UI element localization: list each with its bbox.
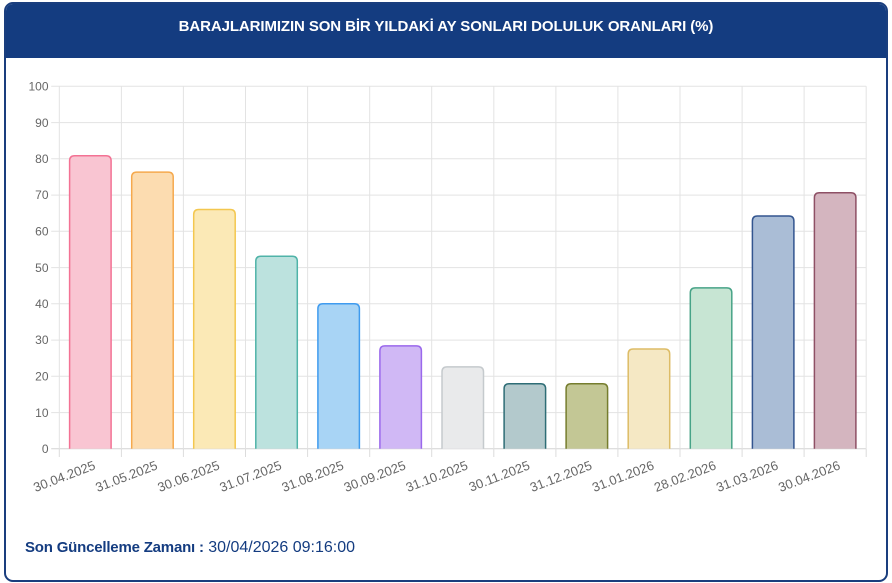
svg-text:30.06.2025: 30.06.2025 [155, 458, 221, 495]
svg-text:60: 60 [35, 225, 49, 239]
svg-text:20: 20 [35, 370, 49, 384]
svg-text:90: 90 [35, 116, 49, 130]
svg-text:31.01.2026: 31.01.2026 [590, 458, 656, 495]
svg-text:0: 0 [42, 442, 49, 456]
svg-text:31.08.2025: 31.08.2025 [280, 458, 346, 495]
svg-text:31.10.2025: 31.10.2025 [404, 458, 470, 495]
svg-text:100: 100 [28, 80, 48, 94]
svg-text:80: 80 [35, 152, 49, 166]
svg-text:30: 30 [35, 333, 49, 347]
svg-text:28.02.2026: 28.02.2026 [652, 458, 718, 495]
svg-text:31.12.2025: 31.12.2025 [528, 458, 594, 495]
svg-text:31.05.2025: 31.05.2025 [93, 458, 159, 495]
svg-text:31.03.2026: 31.03.2026 [714, 458, 780, 495]
svg-text:40: 40 [35, 297, 49, 311]
svg-text:70: 70 [35, 188, 49, 202]
svg-text:30.04.2026: 30.04.2026 [776, 458, 842, 495]
svg-text:30.04.2025: 30.04.2025 [31, 458, 97, 495]
svg-text:30.11.2025: 30.11.2025 [467, 458, 532, 495]
svg-text:10: 10 [35, 406, 49, 420]
svg-text:50: 50 [35, 261, 49, 275]
svg-text:30.09.2025: 30.09.2025 [342, 458, 408, 495]
svg-text:31.07.2025: 31.07.2025 [217, 458, 283, 495]
